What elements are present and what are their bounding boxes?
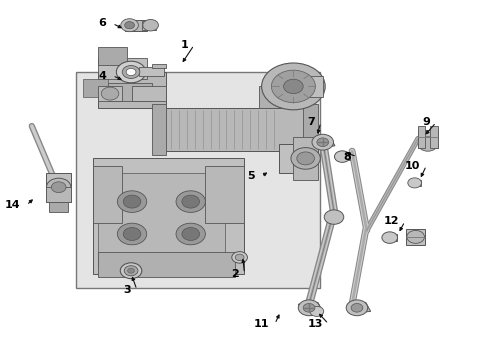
Circle shape: [117, 223, 146, 245]
Circle shape: [346, 300, 367, 316]
Circle shape: [261, 63, 325, 110]
Text: 6: 6: [99, 18, 106, 28]
Circle shape: [124, 266, 138, 276]
Polygon shape: [139, 67, 163, 76]
Polygon shape: [83, 79, 107, 97]
Polygon shape: [259, 86, 293, 108]
Circle shape: [350, 303, 362, 312]
Circle shape: [126, 68, 136, 76]
Polygon shape: [429, 126, 437, 148]
Circle shape: [116, 61, 145, 83]
Polygon shape: [142, 21, 156, 30]
Polygon shape: [107, 83, 151, 101]
Polygon shape: [98, 173, 224, 266]
Text: 13: 13: [307, 319, 322, 329]
Circle shape: [142, 19, 158, 31]
Circle shape: [334, 151, 349, 162]
Circle shape: [309, 306, 323, 316]
Polygon shape: [303, 76, 322, 97]
Polygon shape: [161, 108, 307, 151]
Circle shape: [122, 66, 140, 78]
Circle shape: [381, 232, 397, 243]
Polygon shape: [315, 137, 334, 148]
Text: 10: 10: [405, 161, 420, 171]
Polygon shape: [49, 202, 68, 212]
Text: 1: 1: [180, 40, 188, 50]
Polygon shape: [98, 47, 127, 65]
Polygon shape: [339, 153, 349, 160]
Polygon shape: [132, 86, 166, 101]
Text: 14: 14: [5, 200, 20, 210]
Circle shape: [124, 22, 134, 29]
Circle shape: [117, 191, 146, 212]
Polygon shape: [46, 187, 71, 202]
Circle shape: [127, 268, 134, 273]
Text: 9: 9: [422, 117, 429, 127]
Polygon shape: [93, 158, 244, 274]
Circle shape: [46, 178, 71, 196]
Circle shape: [407, 178, 421, 188]
Circle shape: [303, 303, 314, 312]
Circle shape: [51, 182, 66, 193]
Circle shape: [271, 70, 315, 103]
Circle shape: [123, 195, 141, 208]
Circle shape: [235, 254, 244, 261]
Circle shape: [290, 148, 320, 169]
Polygon shape: [417, 130, 437, 148]
Polygon shape: [298, 302, 322, 313]
Circle shape: [123, 228, 141, 240]
Polygon shape: [411, 180, 420, 186]
Circle shape: [231, 252, 247, 263]
Polygon shape: [303, 104, 317, 155]
Circle shape: [283, 79, 303, 94]
Polygon shape: [346, 302, 370, 313]
Circle shape: [120, 263, 142, 279]
Circle shape: [298, 300, 319, 316]
Polygon shape: [278, 144, 307, 173]
Polygon shape: [151, 64, 166, 68]
Circle shape: [101, 87, 119, 100]
Circle shape: [324, 210, 343, 224]
Text: 8: 8: [343, 152, 350, 162]
Circle shape: [176, 223, 205, 245]
Polygon shape: [98, 72, 166, 108]
Polygon shape: [98, 86, 122, 101]
Polygon shape: [417, 126, 425, 148]
Polygon shape: [124, 20, 146, 31]
Text: 4: 4: [99, 71, 106, 81]
Circle shape: [176, 191, 205, 212]
Polygon shape: [236, 255, 244, 260]
Polygon shape: [93, 166, 122, 223]
Circle shape: [121, 19, 138, 32]
Polygon shape: [405, 229, 425, 245]
Text: 5: 5: [247, 171, 255, 181]
Polygon shape: [314, 309, 321, 314]
Circle shape: [406, 230, 424, 243]
Text: 11: 11: [253, 319, 268, 329]
Circle shape: [182, 195, 199, 208]
Polygon shape: [98, 252, 234, 277]
Text: 7: 7: [306, 117, 314, 127]
Text: 3: 3: [123, 285, 131, 295]
Polygon shape: [386, 234, 396, 241]
Circle shape: [311, 134, 333, 150]
Text: 12: 12: [383, 216, 398, 226]
Circle shape: [316, 138, 328, 147]
Polygon shape: [151, 104, 166, 155]
Circle shape: [417, 137, 437, 151]
Polygon shape: [98, 58, 146, 79]
Bar: [76, 72, 320, 288]
Text: 2: 2: [230, 269, 238, 279]
Polygon shape: [293, 137, 317, 180]
Polygon shape: [46, 173, 71, 202]
Polygon shape: [205, 166, 244, 223]
Circle shape: [296, 152, 314, 165]
Circle shape: [182, 228, 199, 240]
